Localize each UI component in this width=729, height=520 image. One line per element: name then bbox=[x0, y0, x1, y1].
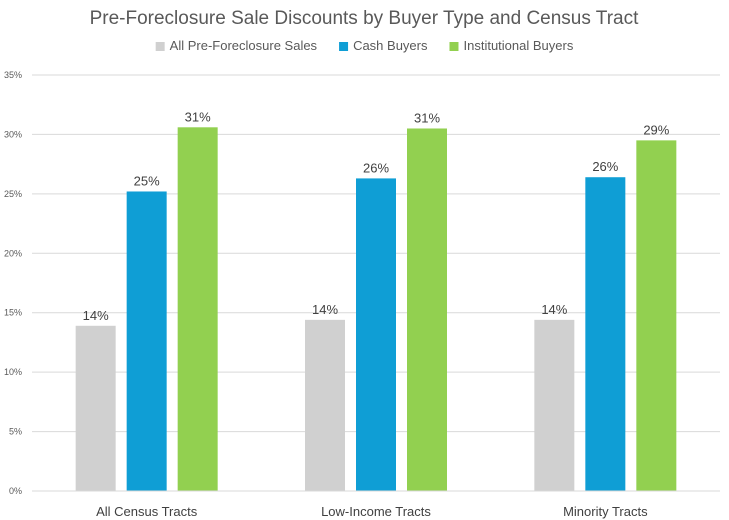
bar bbox=[305, 319, 345, 491]
bar bbox=[126, 191, 167, 492]
bars: 14% 25% 31% 14% 26% 31% 14% 26% 29% bbox=[75, 109, 677, 492]
y-tick-label: 35% bbox=[4, 70, 22, 80]
y-tick-label: 30% bbox=[4, 129, 22, 139]
x-category-label: All Census Tracts bbox=[96, 504, 198, 519]
bar bbox=[407, 128, 447, 491]
y-tick-label: 25% bbox=[4, 189, 22, 199]
legend-swatch bbox=[155, 42, 165, 51]
legend-item: Cash Buyers bbox=[339, 38, 428, 53]
x-axis: All Census Tracts Low-Income Tracts Minori… bbox=[32, 490, 720, 519]
y-tick-label: 10% bbox=[4, 367, 22, 377]
bar bbox=[585, 177, 626, 491]
data-label: 14% bbox=[83, 308, 109, 323]
data-label: 25% bbox=[134, 173, 160, 188]
y-tick-label: 5% bbox=[9, 427, 22, 437]
y-tick-label: 15% bbox=[4, 308, 22, 318]
chart-title: Pre-Foreclosure Sale Discounts by Buyer … bbox=[90, 8, 640, 29]
legend-item: All Pre-Foreclosure Sales bbox=[155, 38, 318, 53]
legend: All Pre-Foreclosure Sales Cash Buyers Inst… bbox=[155, 38, 574, 53]
legend-label: Institutional Buyers bbox=[463, 38, 573, 53]
data-label: 31% bbox=[185, 109, 211, 124]
data-label: 31% bbox=[414, 110, 440, 125]
y-tick-label: 20% bbox=[4, 248, 22, 258]
x-category-label: Minority Tracts bbox=[563, 504, 648, 519]
legend-label: Cash Buyers bbox=[353, 38, 428, 53]
bar bbox=[177, 127, 218, 491]
bar bbox=[636, 140, 677, 491]
legend-item: Institutional Buyers bbox=[449, 38, 574, 53]
data-label: 26% bbox=[592, 159, 618, 174]
data-label: 14% bbox=[541, 302, 567, 317]
legend-swatch bbox=[449, 42, 459, 51]
legend-label: All Pre-Foreclosure Sales bbox=[170, 38, 318, 53]
bar bbox=[534, 319, 575, 491]
x-category-label: Low-Income Tracts bbox=[321, 504, 431, 519]
data-label: 14% bbox=[312, 302, 338, 317]
y-tick-label: 0% bbox=[9, 486, 22, 496]
data-label: 26% bbox=[363, 160, 389, 175]
legend-swatch bbox=[339, 42, 349, 51]
data-label: 29% bbox=[643, 122, 669, 137]
y-axis: 0% 5% 10% 15% 20% 25% 30% 35% bbox=[4, 70, 22, 496]
bar bbox=[75, 325, 116, 491]
bar bbox=[356, 178, 396, 492]
